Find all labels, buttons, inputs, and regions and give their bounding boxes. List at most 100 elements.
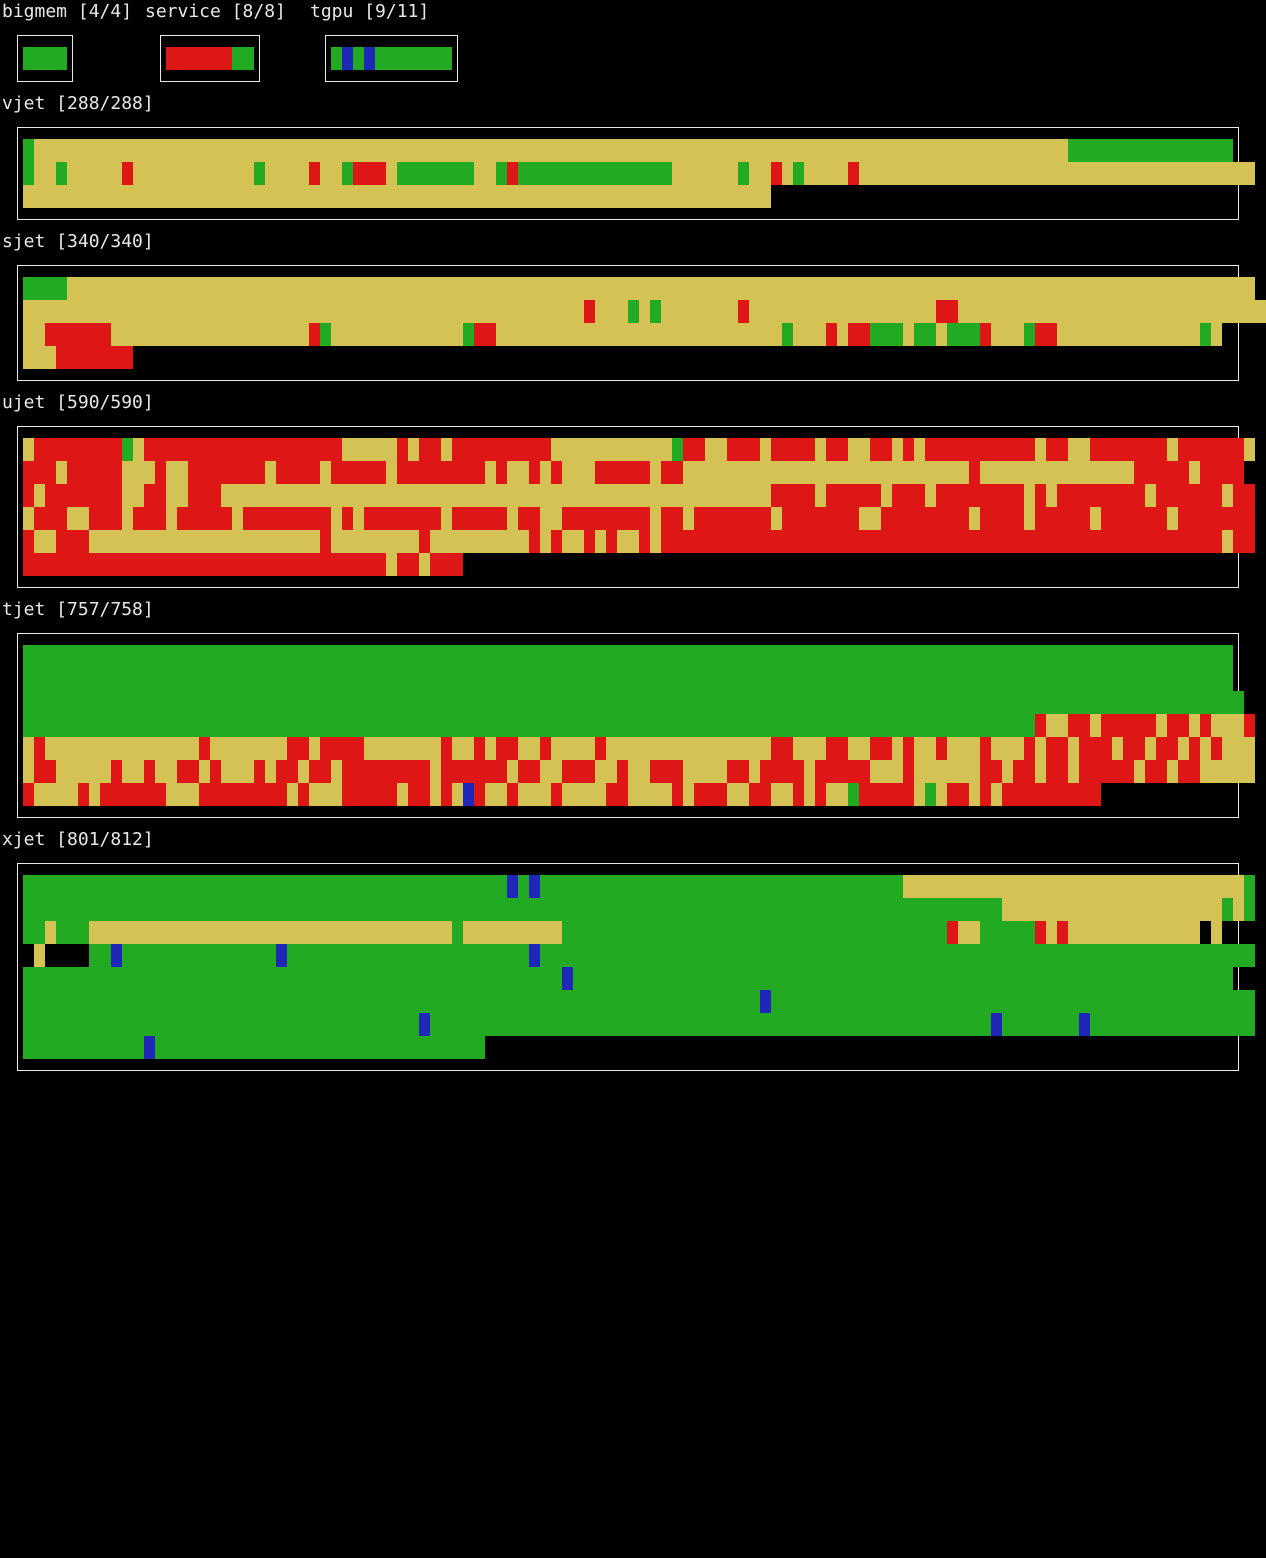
- node-cell-idle: [474, 185, 485, 208]
- node-cell-mixed: [1178, 438, 1189, 461]
- empty-cell: [826, 185, 837, 208]
- node-cell-allocated: [672, 967, 683, 990]
- node-cell-idle: [364, 530, 375, 553]
- node-cell-allocated: [100, 990, 111, 1013]
- node-cell-allocated: [1134, 645, 1145, 668]
- node-cell-allocated: [1200, 323, 1211, 346]
- node-cell-allocated: [485, 944, 496, 967]
- node-cell-allocated: [958, 714, 969, 737]
- node-cell-mixed: [738, 530, 749, 553]
- empty-cell: [1112, 553, 1123, 576]
- node-cell-idle: [1156, 162, 1167, 185]
- node-cell-idle: [485, 783, 496, 806]
- node-cell-idle: [298, 185, 309, 208]
- empty-cell: [1035, 553, 1046, 576]
- node-cell-allocated: [56, 714, 67, 737]
- node-cell-allocated: [881, 944, 892, 967]
- node-cell-allocated: [727, 990, 738, 1013]
- node-cell-mixed: [1112, 507, 1123, 530]
- node-cell-allocated: [177, 990, 188, 1013]
- empty-cell: [331, 346, 342, 369]
- node-cell-mixed: [254, 438, 265, 461]
- node-cell-idle: [34, 484, 45, 507]
- node-cell-idle: [562, 323, 573, 346]
- node-cell-idle: [287, 139, 298, 162]
- node-cell-mixed: [342, 553, 353, 576]
- node-cell-idle: [595, 185, 606, 208]
- node-cell-idle: [133, 277, 144, 300]
- node-cell-allocated: [804, 668, 815, 691]
- node-cell-mixed: [727, 507, 738, 530]
- node-cell-allocated: [210, 967, 221, 990]
- empty-cell: [837, 185, 848, 208]
- node-cell-idle: [1189, 323, 1200, 346]
- node-cell-allocated: [804, 990, 815, 1013]
- node-cell-mixed: [155, 484, 166, 507]
- node-cell-mixed: [34, 760, 45, 783]
- node-cell-mixed: [881, 438, 892, 461]
- node-cell-idle: [760, 484, 771, 507]
- node-cell-allocated: [188, 944, 199, 967]
- node-cell-allocated: [870, 645, 881, 668]
- node-cell-mixed: [441, 553, 452, 576]
- node-cell-idle: [111, 300, 122, 323]
- node-cell-allocated: [298, 944, 309, 967]
- node-cell-idle: [595, 484, 606, 507]
- node-cell-allocated: [133, 668, 144, 691]
- empty-cell: [881, 553, 892, 576]
- node-cell-allocated: [23, 714, 34, 737]
- node-cell-allocated: [144, 967, 155, 990]
- node-cell-idle: [936, 875, 947, 898]
- node-cell-allocated: [232, 967, 243, 990]
- node-cell-allocated: [925, 944, 936, 967]
- node-cell-mixed: [67, 438, 78, 461]
- node-cell-mixed: [397, 461, 408, 484]
- node-cell-idle: [23, 737, 34, 760]
- node-cell-mixed: [100, 507, 111, 530]
- empty-cell: [1057, 1036, 1068, 1059]
- node-cell-allocated: [254, 990, 265, 1013]
- node-cell-allocated: [848, 1013, 859, 1036]
- empty-cell: [1244, 139, 1255, 162]
- node-cell-idle: [672, 277, 683, 300]
- node-cell-allocated: [628, 691, 639, 714]
- empty-cell: [628, 1036, 639, 1059]
- node-cell-allocated: [430, 967, 441, 990]
- node-cell-allocated: [639, 691, 650, 714]
- node-cell-allocated: [749, 1013, 760, 1036]
- node-cell-idle: [562, 530, 573, 553]
- node-cell-idle: [155, 277, 166, 300]
- node-cell-allocated: [34, 714, 45, 737]
- empty-cell: [1057, 553, 1068, 576]
- node-cell-allocated: [507, 967, 518, 990]
- node-cell-allocated: [463, 691, 474, 714]
- node-cell-idle: [991, 277, 1002, 300]
- node-cell-mixed: [936, 300, 947, 323]
- node-cell-idle: [518, 461, 529, 484]
- empty-cell: [584, 553, 595, 576]
- node-cell-mixed: [1233, 530, 1244, 553]
- empty-cell: [1178, 346, 1189, 369]
- empty-cell: [199, 346, 210, 369]
- node-cell-allocated: [309, 691, 320, 714]
- node-cell-allocated: [419, 944, 430, 967]
- node-cell-idle: [628, 484, 639, 507]
- node-cell-allocated: [595, 990, 606, 1013]
- node-cell-allocated: [606, 898, 617, 921]
- node-cell-allocated: [573, 875, 584, 898]
- node-cell-mixed: [210, 461, 221, 484]
- node-cell-mixed: [78, 783, 89, 806]
- empty-cell: [595, 346, 606, 369]
- empty-cell: [1090, 185, 1101, 208]
- node-cell-mixed: [375, 507, 386, 530]
- node-cell-idle: [199, 530, 210, 553]
- node-cell-mixed: [342, 737, 353, 760]
- empty-cell: [837, 346, 848, 369]
- node-cell-allocated: [848, 645, 859, 668]
- node-cell-allocated: [793, 1013, 804, 1036]
- node-cell-mixed: [133, 553, 144, 576]
- node-cell-mixed: [727, 760, 738, 783]
- node-cell-allocated: [584, 898, 595, 921]
- node-cell-allocated: [1013, 967, 1024, 990]
- node-cell-allocated: [661, 162, 672, 185]
